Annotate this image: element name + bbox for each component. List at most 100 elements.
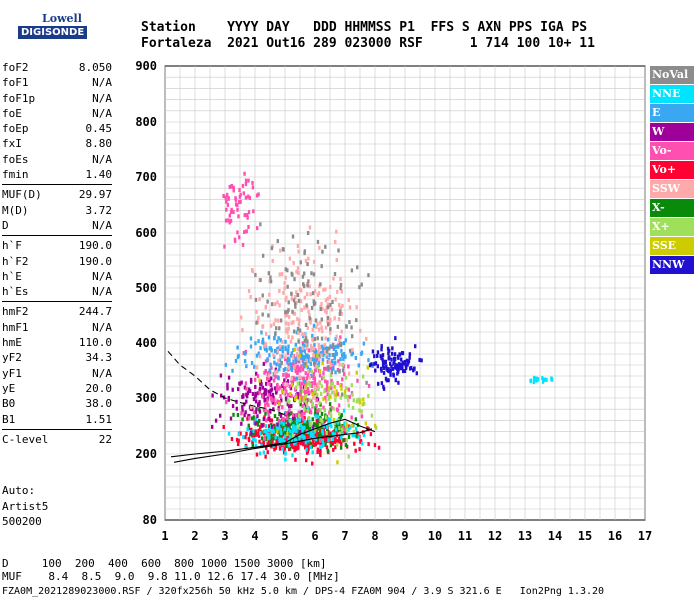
data-point [263, 429, 266, 434]
data-point [316, 408, 319, 413]
data-point [351, 433, 354, 438]
data-point [275, 425, 279, 430]
data-point [314, 442, 318, 447]
data-point [330, 424, 333, 429]
data-point [301, 428, 304, 433]
data-point [334, 352, 337, 357]
data-point [295, 365, 298, 370]
data-point [282, 367, 286, 372]
data-point [284, 267, 287, 272]
data-point [301, 388, 304, 393]
data-point [325, 438, 328, 443]
data-point [321, 349, 325, 354]
trace-profile [170, 418, 376, 458]
param-row: hmF2 244.7 [2, 304, 112, 319]
data-point [339, 282, 343, 287]
data-point [342, 341, 346, 346]
data-point [279, 438, 282, 443]
data-point [290, 438, 294, 443]
data-point [269, 346, 273, 351]
data-point [329, 317, 332, 322]
data-point [258, 390, 261, 395]
data-point [402, 361, 405, 366]
data-point [287, 427, 290, 432]
data-point [337, 317, 341, 322]
data-point [384, 359, 387, 364]
data-point [300, 288, 303, 293]
autoscale-info: Auto: Artist5 500200 [2, 483, 48, 530]
param-name: hmF2 [2, 305, 29, 319]
data-point [360, 441, 364, 446]
data-point [285, 382, 289, 387]
data-point [398, 352, 402, 357]
data-point [275, 440, 278, 445]
data-point [292, 260, 295, 265]
data-point [324, 433, 328, 438]
data-point [264, 454, 267, 459]
data-point [315, 349, 318, 354]
data-point [335, 438, 338, 443]
data-point [304, 433, 308, 438]
data-point [311, 450, 314, 455]
data-point [339, 277, 342, 282]
data-point [286, 379, 290, 384]
x-tick-label: 17 [638, 529, 652, 543]
data-point [254, 297, 258, 302]
data-point [312, 361, 316, 366]
data-point [210, 424, 214, 429]
data-point [353, 433, 356, 438]
data-point [307, 430, 310, 435]
data-point [307, 369, 310, 374]
data-point [352, 423, 355, 428]
data-point [303, 411, 306, 416]
data-point [237, 432, 240, 437]
data-point [354, 448, 357, 453]
data-point [295, 290, 298, 295]
param-value: N/A [92, 218, 112, 232]
data-point [260, 436, 264, 441]
param-row: yF2 34.3 [2, 350, 112, 365]
data-point [290, 271, 293, 276]
data-point [329, 344, 332, 349]
data-point [304, 384, 308, 389]
data-point [332, 406, 335, 411]
data-point [277, 407, 281, 412]
param-value: 190.0 [78, 239, 112, 253]
data-point [298, 427, 301, 432]
data-point [274, 435, 277, 440]
data-point [342, 438, 345, 443]
data-point [310, 305, 314, 310]
data-point [266, 450, 269, 455]
data-point [298, 399, 302, 404]
data-point [294, 457, 297, 462]
data-point [276, 375, 280, 380]
data-point [325, 310, 328, 315]
data-point [268, 368, 271, 373]
data-point [314, 409, 317, 414]
data-point [234, 358, 238, 363]
data-point [316, 440, 320, 445]
data-point [343, 354, 346, 359]
data-point [302, 389, 306, 394]
data-point [287, 356, 290, 361]
data-point [326, 448, 329, 453]
data-point [302, 282, 305, 287]
data-point [367, 358, 370, 363]
data-point [338, 311, 342, 316]
data-point [264, 424, 268, 429]
data-point [293, 416, 297, 421]
data-point [254, 438, 257, 443]
data-point [317, 432, 320, 437]
data-point [302, 355, 306, 360]
data-point [287, 443, 291, 448]
data-point [360, 282, 363, 287]
data-point [312, 357, 315, 362]
data-point [255, 371, 258, 376]
data-point [320, 336, 324, 341]
data-point [374, 361, 378, 366]
data-point [251, 392, 255, 397]
data-point [242, 393, 245, 398]
data-point [305, 424, 309, 429]
data-point [319, 438, 322, 443]
